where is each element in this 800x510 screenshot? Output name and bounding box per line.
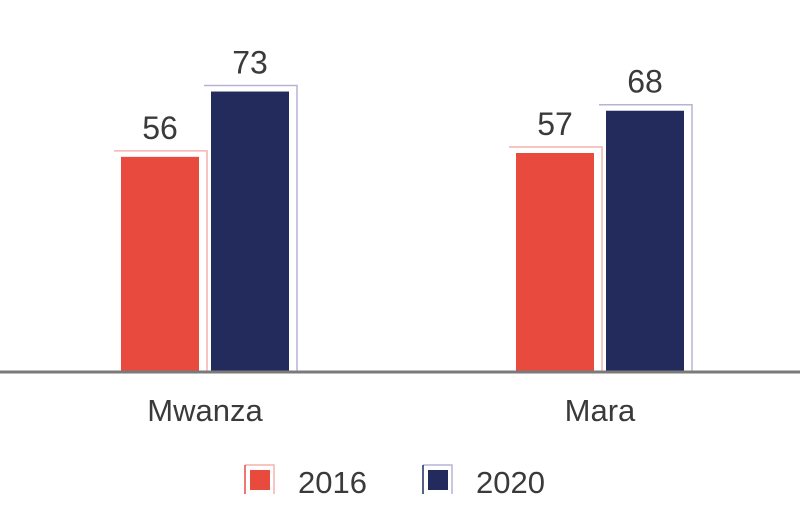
bar-mara-2016 — [516, 153, 594, 372]
bars-group — [114, 84, 693, 373]
category-label: Mara — [565, 393, 636, 428]
category-labels-group: Mwanza Mara — [147, 393, 636, 428]
legend-swatch-frame — [423, 464, 453, 494]
value-label: 57 — [537, 106, 573, 142]
bar-accent-frame — [204, 84, 298, 372]
value-label: 68 — [627, 64, 663, 100]
bar-mwanza-2020 — [211, 91, 289, 373]
bar-accent-frame — [114, 150, 208, 372]
value-label: 73 — [232, 45, 268, 81]
bar-accent-frame — [599, 103, 693, 372]
legend-swatch-frame — [245, 464, 275, 494]
legend-label: 2020 — [476, 465, 545, 500]
bar-mara-2020 — [606, 110, 684, 372]
value-label: 56 — [142, 110, 178, 146]
category-label: Mwanza — [147, 393, 263, 428]
legend-label: 2016 — [298, 465, 367, 500]
value-labels-group: 56 73 57 68 — [142, 45, 663, 146]
bar-mwanza-2016 — [121, 156, 199, 372]
legend: 2016 2020 — [244, 464, 545, 500]
legend-swatch-2016 — [250, 470, 270, 490]
bar-accent-frame — [509, 146, 603, 372]
legend-swatch-2020 — [428, 470, 448, 490]
